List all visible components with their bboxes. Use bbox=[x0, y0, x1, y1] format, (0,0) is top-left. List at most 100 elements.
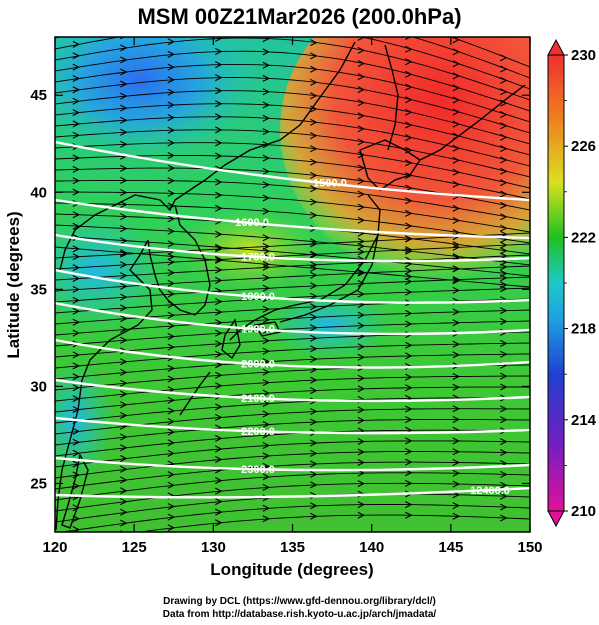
x-tick-label: 120 bbox=[42, 539, 67, 556]
streamline bbox=[55, 50, 530, 112]
contour-label: 2200.0 bbox=[241, 426, 275, 438]
height-contours bbox=[55, 140, 530, 499]
wind-arrowhead bbox=[215, 0, 221, 2]
streamline bbox=[55, 386, 530, 413]
streamline bbox=[55, 276, 530, 303]
streamline bbox=[55, 419, 530, 446]
x-tick-label: 130 bbox=[201, 539, 226, 556]
colorbar-ticks: 230 226 222 218 214 210 bbox=[564, 47, 597, 520]
height-contour bbox=[55, 486, 530, 499]
axes: 120 125 130 135 140 145 150 25 30 35 40 45 bbox=[30, 37, 543, 556]
x-tick-label: 135 bbox=[280, 539, 305, 556]
streamline bbox=[55, 232, 530, 259]
wind-arrowhead bbox=[168, 1, 174, 7]
streamline bbox=[55, 353, 530, 380]
y-axis-title: Latitude (degrees) bbox=[4, 211, 23, 358]
wind-arrowhead bbox=[263, 9, 269, 15]
streamline bbox=[55, 103, 530, 156]
streamline bbox=[55, 254, 530, 281]
height-contour bbox=[55, 198, 530, 240]
streamline bbox=[55, 63, 530, 123]
contour-label: 1500.0 bbox=[313, 177, 347, 189]
height-contour bbox=[55, 268, 530, 304]
streamline bbox=[55, 77, 530, 134]
y-tick-label: 35 bbox=[30, 281, 47, 298]
height-contour bbox=[55, 378, 530, 403]
wind-arrowhead bbox=[358, 21, 364, 27]
colorbar-tick-label: 214 bbox=[571, 412, 597, 429]
streamline bbox=[55, 116, 530, 167]
streamline bbox=[55, 342, 530, 369]
coastline-china-east bbox=[55, 239, 153, 531]
wind-arrowhead bbox=[120, 37, 126, 40]
streamline bbox=[136, 514, 530, 532]
wind-arrowhead bbox=[263, 0, 269, 2]
chart-title: MSM 00Z21Mar2026 (200.0hPa) bbox=[137, 4, 462, 29]
streamline bbox=[55, 461, 530, 490]
streamline bbox=[55, 482, 530, 512]
colorbar-tick-label: 218 bbox=[571, 321, 596, 338]
wind-arrowhead bbox=[310, 0, 316, 6]
contour-label: 1700.0 bbox=[241, 251, 275, 263]
colorbar-tick-label: 222 bbox=[571, 229, 596, 246]
coastline-shikoku bbox=[253, 321, 282, 337]
y-tick-label: 25 bbox=[30, 475, 47, 492]
coastline-ryukyu bbox=[179, 371, 211, 416]
streamline bbox=[55, 129, 530, 178]
contour-labels: 1500.0 1600.0 1700.0 1800.0 1900.0 2000.0 2100… bbox=[235, 177, 510, 497]
height-contour bbox=[55, 140, 530, 202]
height-contour bbox=[55, 416, 530, 435]
streamline bbox=[55, 202, 530, 244]
streamline bbox=[55, 179, 530, 222]
streamline bbox=[55, 191, 530, 233]
coastline-taiwan bbox=[61, 452, 89, 529]
streamline bbox=[55, 142, 530, 189]
wind-arrowhead bbox=[168, 14, 174, 20]
height-contour bbox=[55, 338, 530, 369]
y-tick-label: 45 bbox=[30, 87, 47, 104]
wind-arrowhead bbox=[310, 26, 316, 32]
streamline bbox=[55, 243, 530, 270]
streamline bbox=[55, 440, 530, 468]
coastline-sakhalin bbox=[384, 44, 399, 151]
streamline bbox=[55, 90, 530, 145]
wind-arrowhead bbox=[215, 22, 221, 28]
credit-line-1: Drawing by DCL (https://www.gfd-dennou.o… bbox=[163, 596, 436, 607]
x-tick-label: 145 bbox=[438, 539, 463, 556]
streamline bbox=[55, 235, 530, 277]
wind-arrowhead bbox=[310, 13, 316, 19]
x-tick-label: 125 bbox=[122, 539, 147, 556]
y-tick-label: 30 bbox=[30, 378, 47, 395]
streamline bbox=[55, 320, 530, 347]
height-contour bbox=[55, 456, 530, 472]
credit-line-2: Data from http://database.rish.kyoto-u.a… bbox=[162, 609, 437, 620]
contour-label: 12400.0 bbox=[470, 485, 510, 497]
colorbar-tick-label: 226 bbox=[571, 138, 596, 155]
colorbar-top-triangle bbox=[547, 38, 565, 56]
wind-arrowhead bbox=[168, 26, 174, 32]
wind-arrowhead bbox=[73, 538, 79, 544]
colorbar-body bbox=[547, 54, 565, 512]
wind-arrowhead bbox=[358, 8, 364, 14]
x-tick-label: 150 bbox=[517, 539, 542, 556]
contour-label: 1600.0 bbox=[235, 217, 269, 229]
contour-label: 2300.0 bbox=[241, 464, 275, 476]
height-contour bbox=[55, 301, 530, 336]
contour-label: 1900.0 bbox=[241, 323, 275, 335]
x-tick-label: 140 bbox=[359, 539, 384, 556]
wind-arrowhead bbox=[405, 37, 412, 40]
height-contour bbox=[55, 233, 530, 263]
colorbar-tick-label: 230 bbox=[571, 47, 596, 64]
wind-arrowhead bbox=[405, 21, 411, 27]
wind-arrowhead bbox=[73, 19, 79, 25]
streamline bbox=[55, 451, 530, 479]
streamline bbox=[55, 375, 530, 402]
wind-arrowhead bbox=[120, 21, 126, 27]
wind-arrowhead bbox=[215, 9, 221, 15]
colorbar: 230 226 222 218 214 210 bbox=[547, 38, 597, 528]
wind-arrowhead bbox=[263, 22, 269, 28]
coastline-korea bbox=[147, 204, 211, 316]
streamline bbox=[55, 37, 530, 90]
contour-label: 1800.0 bbox=[241, 291, 275, 303]
